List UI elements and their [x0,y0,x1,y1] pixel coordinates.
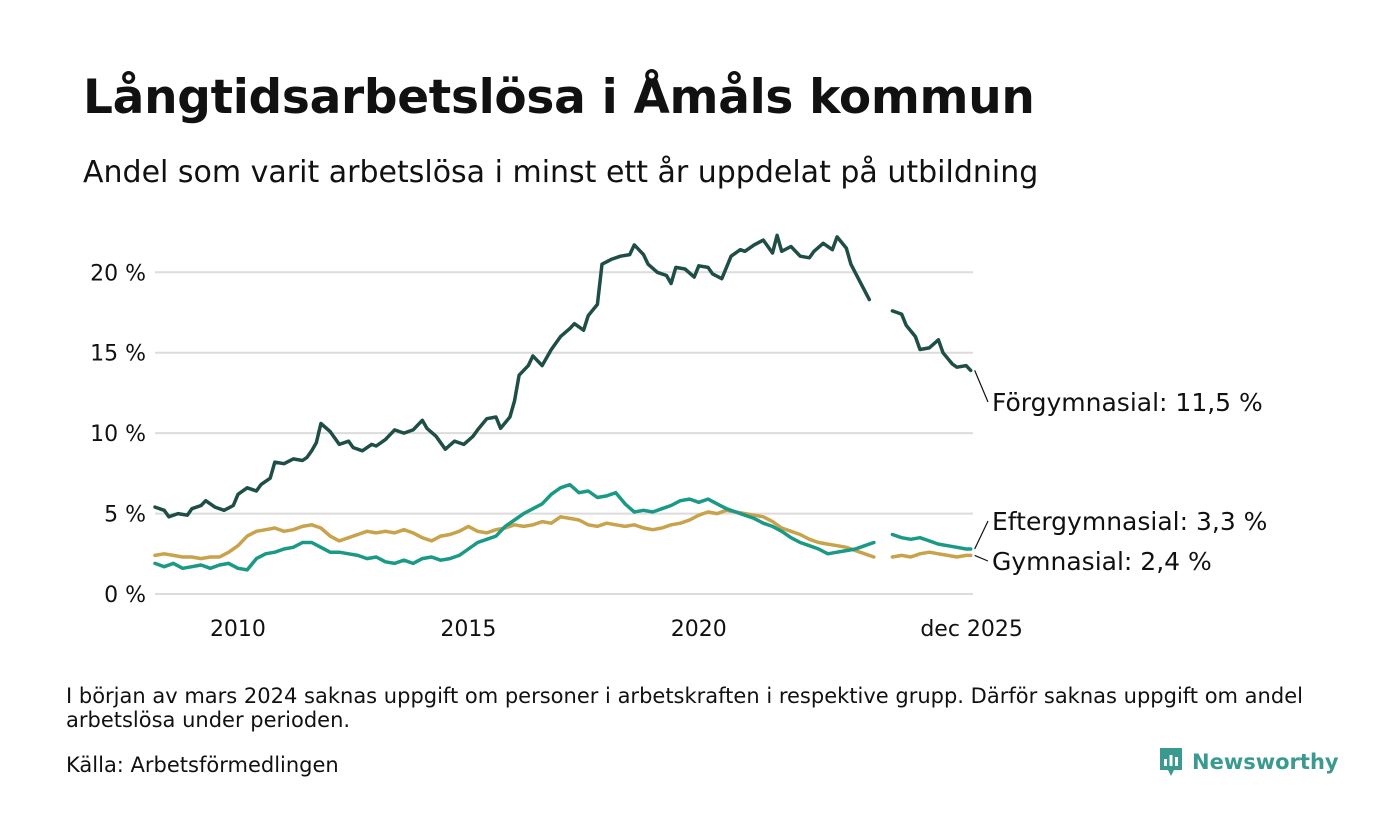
line-chart: 0 %5 %10 %15 %20 % 2010 2015 2020 dec 2025 … [90,233,1267,642]
series-line-eftergymnasial-before-gap [153,482,876,572]
leader-line-eftergymnasial [974,520,989,550]
series-end-labels: Förgymnasial: 11,5 % Eftergymnasial: 3,3 … [974,370,1267,576]
newsworthy-brand[interactable]: Newsworthy [1158,746,1339,778]
y-tick-label: 5 % [104,503,146,528]
leader-line-f-rgymnasial [974,370,989,403]
y-tick-label: 20 % [90,261,146,286]
end-label-gymnasial: Gymnasial: 2,4 % [992,547,1212,576]
x-tick-label: 2015 [440,617,496,642]
newsworthy-logo-icon [1160,748,1182,776]
gridlines [155,271,973,595]
y-tick-label: 0 % [104,583,146,608]
y-axis: 0 % 5 % 10 % 15 % 20 % [90,261,146,608]
end-label-f-rgymnasial: Förgymnasial: 11,5 % [992,388,1263,417]
y-tick-label: 15 % [90,342,146,367]
end-label-eftergymnasial: Eftergymnasial: 3,3 % [992,507,1267,536]
x-tick-label: 2010 [210,617,266,642]
y-tick-label: 10 % [90,422,146,447]
series-line-gymnasial-after-gap [890,550,973,559]
series-line-eftergymnasial-after-gap [890,532,973,551]
series-lines [153,233,973,572]
chart-title: Långtidsarbetslösa i Åmåls kommun [83,70,1035,125]
footnote: I början av mars 2024 saknas uppgift om … [66,684,1303,732]
chart-subtitle: Andel som varit arbetslösa i minst ett å… [83,155,1039,190]
x-tick-label: 2020 [671,617,727,642]
leader-line-gymnasial [974,554,989,562]
series-line-f-rgymnasial-after-gap [890,309,973,373]
brand-name: Newsworthy [1192,750,1339,774]
series-line-gymnasial-before-gap [153,508,876,561]
series-line-f-rgymnasial-before-gap [153,233,872,519]
x-axis: 2010 2015 2020 dec 2025 [210,617,1023,642]
x-tick-label: dec 2025 [920,617,1023,642]
source-note: Källa: Arbetsförmedlingen [66,753,339,777]
